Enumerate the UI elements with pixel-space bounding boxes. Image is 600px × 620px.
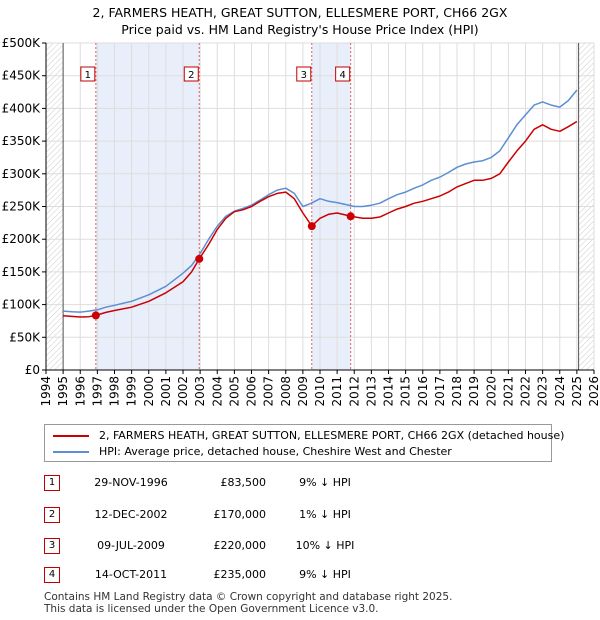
title-line-2: Price paid vs. HM Land Registry's House … — [121, 22, 479, 37]
sale-hpi-diff: 9% ↓ HPI — [299, 476, 351, 489]
x-tick-label: 2020 — [484, 376, 498, 407]
sale-point — [346, 212, 355, 221]
y-tick-label: £350K — [2, 134, 42, 148]
legend-label-hpi: HPI: Average price, detached house, Ches… — [99, 445, 452, 458]
legend-swatch-blue — [53, 451, 89, 453]
legend-label-property: 2, FARMERS HEATH, GREAT SUTTON, ELLESMER… — [99, 429, 565, 442]
sale-price: £220,000 — [213, 539, 267, 552]
x-tick-label: 1996 — [73, 376, 87, 407]
sale-number-box: 3 — [44, 538, 60, 554]
sale-price: £170,000 — [213, 508, 267, 521]
footer-licence: This data is licensed under the Open Gov… — [44, 603, 379, 615]
x-tick-label: 1994 — [39, 376, 53, 407]
x-tick-label: 2002 — [176, 376, 190, 407]
price-chart: 1 2 3 4 £0 £50K £100K £150K £200K £250K £300K £350… — [2, 36, 600, 407]
sale-hpi-diff: 9% ↓ HPI — [299, 568, 351, 581]
footer: Contains HM Land Registry data © Crown c… — [44, 591, 452, 615]
title-line-1: 2, FARMERS HEATH, GREAT SUTTON, ELLESMER… — [92, 5, 508, 20]
x-tick-label: 2026 — [587, 376, 600, 407]
y-tick-label: £500K — [2, 36, 42, 50]
x-tick-label: 1995 — [56, 376, 70, 407]
sale-marker-label: 2 — [188, 70, 194, 81]
x-tick-label: 2012 — [347, 376, 361, 407]
y-tick-label: £200K — [2, 232, 42, 246]
x-tick-label: 2024 — [553, 376, 567, 407]
sale-marker-label: 3 — [301, 70, 307, 81]
sale-number-box: 4 — [44, 567, 60, 583]
y-tick-label: £300K — [2, 167, 42, 181]
x-tick-label: 2011 — [330, 376, 344, 407]
y-tick-label: £400K — [2, 101, 42, 115]
sale-date: 14-OCT-2011 — [94, 568, 168, 581]
x-tick-label: 2009 — [296, 376, 310, 407]
sale-point — [195, 254, 204, 263]
legend: 2, FARMERS HEATH, GREAT SUTTON, ELLESMER… — [44, 424, 564, 462]
x-tick-label: 2018 — [450, 376, 464, 407]
sale-marker-box — [296, 66, 312, 82]
x-tick-label: 2003 — [193, 376, 207, 407]
x-tick-label: 2004 — [210, 376, 224, 407]
x-tick-label: 2000 — [142, 376, 156, 407]
x-tick-label: 2017 — [433, 376, 447, 407]
chart-title: 2, FARMERS HEATH, GREAT SUTTON, ELLESMER… — [0, 4, 600, 38]
x-tick-label: 2001 — [159, 376, 173, 407]
x-tick-label: 1999 — [125, 376, 139, 407]
x-tick-label: 2021 — [501, 376, 515, 407]
x-tick-label: 2005 — [227, 376, 241, 407]
sale-hpi-diff: 10% ↓ HPI — [295, 539, 355, 552]
x-tick-label: 2019 — [467, 376, 481, 407]
y-tick-label: £150K — [2, 265, 42, 279]
sale-hpi-diff: 1% ↓ HPI — [299, 508, 351, 521]
property-series-line — [63, 120, 578, 318]
sale-number-box: 1 — [44, 475, 60, 491]
footer-copyright: Contains HM Land Registry data © Crown c… — [44, 591, 453, 603]
sale-marker-box — [183, 66, 199, 82]
x-tick-label: 2014 — [382, 376, 396, 407]
y-tick-label: £0 — [25, 363, 40, 377]
y-tick-label: £50K — [9, 330, 41, 344]
sale-date: 29-NOV-1996 — [94, 476, 168, 489]
sale-number-box: 2 — [44, 507, 60, 523]
y-tick-label: £450K — [2, 69, 42, 83]
x-tick-label: 2006 — [245, 376, 259, 407]
x-tick-label: 2022 — [519, 376, 533, 407]
sale-point — [307, 222, 316, 231]
sale-marker-label: 4 — [339, 70, 345, 81]
x-tick-label: 2015 — [399, 376, 413, 407]
legend-swatch-red — [53, 435, 89, 437]
x-tick-label: 2025 — [570, 376, 584, 407]
sale-date: 09-JUL-2009 — [97, 539, 165, 552]
x-tick-label: 2007 — [262, 376, 276, 407]
sale-marker-box — [80, 66, 96, 82]
x-tick-label: 2013 — [364, 376, 378, 407]
sale-marker-box — [335, 66, 351, 82]
x-tick-label: 2008 — [279, 376, 293, 407]
sale-marker-label: 1 — [85, 70, 91, 81]
x-tick-label: 2016 — [416, 376, 430, 407]
x-tick-label: 2023 — [536, 376, 550, 407]
x-tick-label: 1998 — [108, 376, 122, 407]
sale-price: £83,500 — [220, 476, 267, 489]
hpi-series-line — [63, 89, 578, 313]
sale-date: 12-DEC-2002 — [94, 508, 168, 521]
x-tick-label: 2010 — [313, 376, 327, 407]
sale-point — [91, 311, 100, 320]
sale-price: £235,000 — [213, 568, 267, 581]
x-tick-label: 1997 — [90, 376, 104, 407]
y-tick-label: £250K — [2, 200, 42, 214]
y-tick-label: £100K — [2, 298, 42, 312]
